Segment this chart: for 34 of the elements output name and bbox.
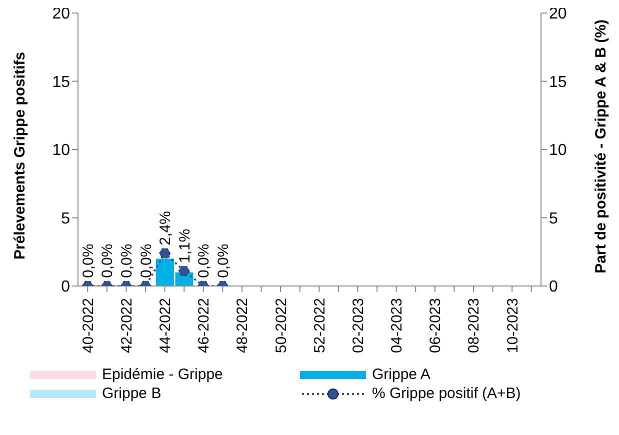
legend-label: Epidémie - Grippe <box>102 366 223 383</box>
data-label: 0,0% <box>99 244 116 278</box>
legend-label: Grippe B <box>102 385 162 402</box>
y-tick-label: 10 <box>52 142 70 160</box>
data-label: 0,0% <box>138 244 155 278</box>
x-tick-label: 10-2023 <box>504 298 522 354</box>
y2-tick-label: 5 <box>549 210 558 228</box>
x-tick-label: 06-2023 <box>427 298 444 354</box>
y2-tick-label: 10 <box>549 142 567 160</box>
x-tick-label: 40-2022 <box>80 298 97 354</box>
x-tick-label: 48-2022 <box>234 298 252 354</box>
y-axis-title: Prélevements Grippe positifs <box>11 52 28 260</box>
data-label: 1,1% <box>176 228 194 263</box>
x-tick-label: 04-2023 <box>388 298 406 354</box>
y2-tick-label: 15 <box>549 74 567 91</box>
x-tick-label: 44-2022 <box>157 298 174 354</box>
x-tick-label: 52-2022 <box>311 298 328 354</box>
x-tick-label: 50-2022 <box>272 298 290 354</box>
y-tick-label: 5 <box>61 210 70 228</box>
x-tick-label: 08-2023 <box>466 298 483 354</box>
y2-axis-title: Part de positivité - Grippe A & B (%) <box>592 20 610 274</box>
data-label: 0,0% <box>214 244 232 278</box>
data-label: 2,4% <box>157 211 174 246</box>
y-tick-label: 0 <box>61 278 70 296</box>
data-label: 0,0% <box>80 244 97 278</box>
y2-tick-label: 0 <box>549 278 558 296</box>
x-tick-label: 42-2022 <box>118 298 136 354</box>
x-tick-label: 46-2022 <box>196 298 213 354</box>
data-label: 0,0% <box>196 244 213 278</box>
y-tick-label: 15 <box>52 74 70 91</box>
data-label: 0,0% <box>118 244 136 278</box>
legend-label: % Grippe positif (A+B) <box>372 385 521 402</box>
x-tick-label: 02-2023 <box>350 298 367 354</box>
legend-label: Grippe A <box>372 366 430 383</box>
